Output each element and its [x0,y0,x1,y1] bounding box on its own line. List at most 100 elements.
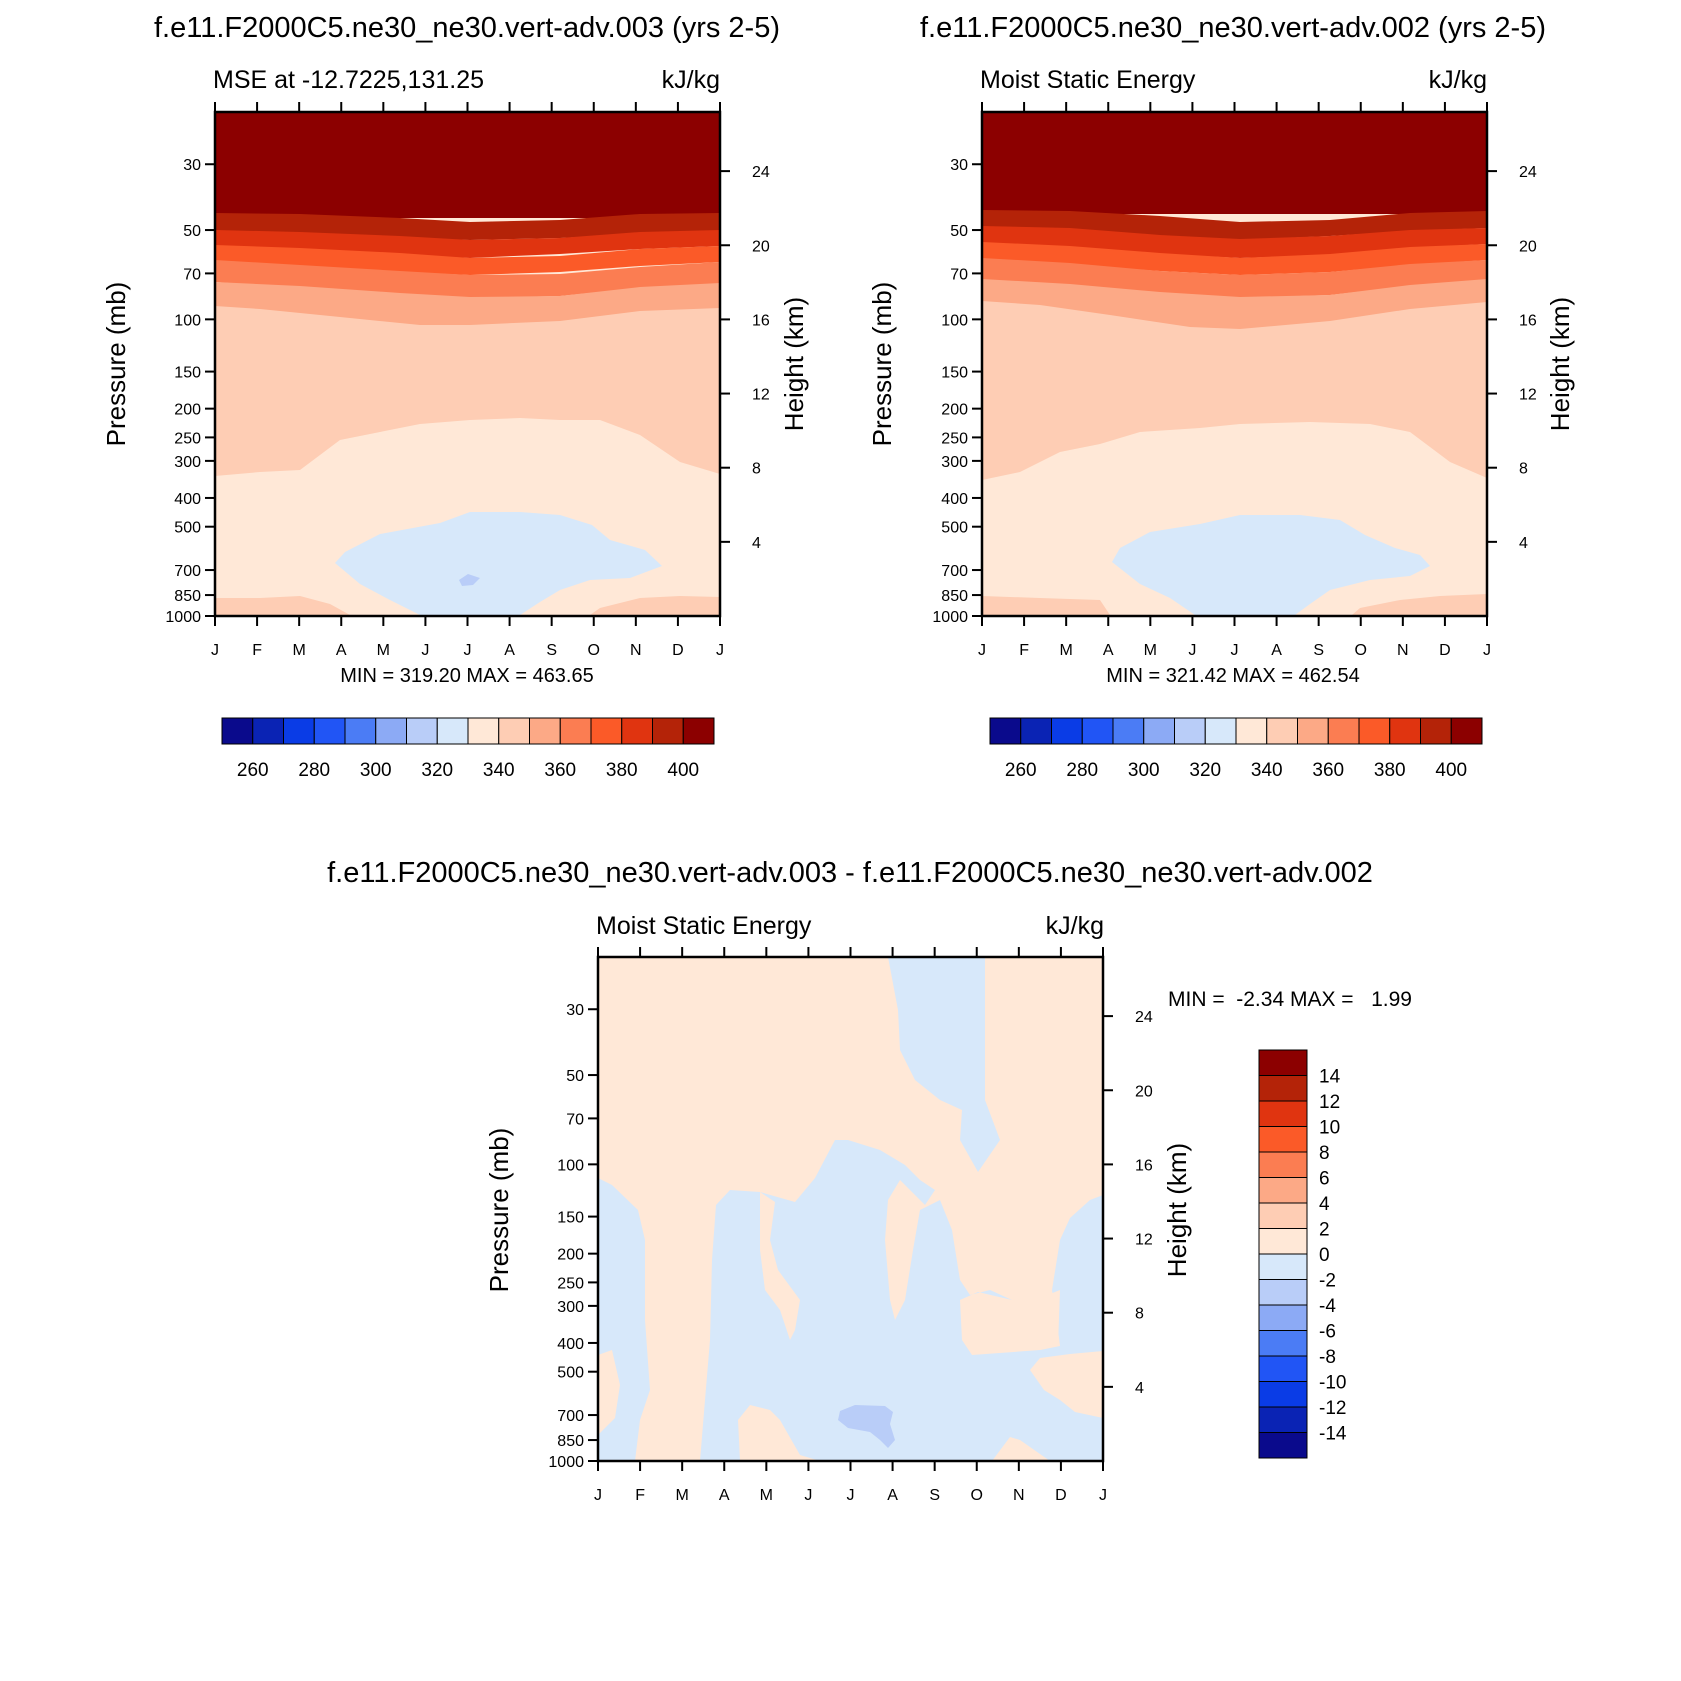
pressure-tick-label: 400 [174,491,201,508]
month-tick-label: O [1355,642,1367,659]
pressure-tick-label: 850 [557,1433,584,1450]
month-tick-label: A [336,642,347,659]
colorbar-label: -10 [1319,1373,1346,1394]
panel-1-title: f.e11.F2000C5.ne30_ne30.vert-adv.003 (yr… [154,12,780,44]
colorbar-label: 2 [1319,1220,1330,1241]
panel-2-pressure-ticks: 30 50 70 100 150 200 250 300 400 500 700 850 1000 [932,157,982,626]
month-tick-label: F [1019,642,1029,659]
month-tick-label: S [929,1487,940,1504]
panel-2-plot-area [980,110,1489,618]
colorbar-label: 360 [544,760,576,781]
colorbar-swatch [1258,1330,1308,1357]
pressure-tick-label: 50 [950,223,968,240]
pressure-tick-label: 850 [174,588,201,605]
month-tick-label: O [971,1487,983,1504]
month-tick-label: J [1188,642,1196,659]
pressure-tick-label: 850 [941,588,968,605]
colorbar-swatch [529,717,561,745]
pressure-tick-label: 250 [174,430,201,447]
colorbar-label: 380 [1374,760,1406,781]
height-tick-label: 20 [752,238,770,255]
height-tick-label: 16 [1519,312,1537,329]
colorbar-swatch [1258,1279,1308,1306]
month-tick-label: J [978,642,986,659]
colorbar-swatch [1358,717,1391,745]
colorbar-swatch [1258,1126,1308,1153]
pressure-tick-label: 200 [941,402,968,419]
panel-3-left-label: Moist Static Energy [596,912,812,940]
colorbar-label: -2 [1319,1271,1336,1292]
colorbar-swatch [1420,717,1452,745]
pressure-tick-label: 1000 [548,1454,584,1471]
height-tick-label: 24 [752,164,770,181]
colorbar-swatch [1204,717,1237,745]
height-tick-label: 12 [752,387,770,404]
panel-3-stats: MIN = -2.34 MAX = 1.99 [1168,988,1412,1011]
colorbar-label: 260 [1005,760,1037,781]
panel-2-units: kJ/kg [1429,66,1487,94]
height-tick-label: 4 [752,535,761,552]
colorbar-label: -14 [1319,1424,1347,1445]
colorbar-label: 400 [667,760,699,781]
colorbar-label: -12 [1319,1398,1346,1419]
panel-3-units: kJ/kg [1046,912,1104,940]
month-tick-label: J [464,642,472,659]
colorbar-swatch [313,717,346,745]
month-tick-label: J [421,642,429,659]
height-tick-label: 20 [1519,238,1537,255]
panel-2-title: f.e11.F2000C5.ne30_ne30.vert-adv.002 (yr… [920,12,1546,44]
colorbar-swatch [1389,717,1421,745]
month-tick-label: A [887,1487,898,1504]
colorbar-swatch [1297,717,1329,745]
panel-1: f.e11.F2000C5.ne30_ne30.vert-adv.003 (yr… [101,12,809,781]
colorbar-label: 280 [298,760,330,781]
panel-3: f.e11.F2000C5.ne30_ne30.vert-adv.003 - f… [327,857,1412,1504]
month-tick-label: F [635,1487,645,1504]
height-tick-label: 8 [1519,461,1528,478]
colorbar-swatch [590,717,623,745]
height-tick-label: 24 [1135,1009,1153,1026]
p1-fill-320 [335,512,662,615]
month-tick-label: A [1271,642,1282,659]
colorbar-swatch [221,717,254,745]
colorbar-swatch [436,717,469,745]
month-tick-label: N [630,642,642,659]
colorbar-label: 300 [1128,760,1160,781]
pressure-tick-label: 300 [174,454,201,471]
colorbar-swatch [1258,1406,1308,1433]
pressure-tick-label: 100 [557,1157,584,1174]
month-tick-label: D [1439,642,1451,659]
colorbar-swatch [1258,1202,1308,1229]
month-tick-label: O [588,642,600,659]
colorbar-swatch [682,717,715,745]
colorbar-swatch [559,717,592,745]
colorbar-swatch [1258,1432,1308,1459]
p3-neg-left [598,1178,650,1461]
month-tick-label: J [847,1487,855,1504]
panel-1-stats: MIN = 319.20 MAX = 463.65 [340,665,594,687]
panel-1-units: kJ/kg [662,66,720,94]
p1-fill-low-right [590,596,720,615]
colorbar-label: 260 [237,760,269,781]
pressure-tick-label: 30 [566,1002,584,1019]
month-tick-label: J [804,1487,812,1504]
colorbar-label: -4 [1319,1296,1336,1317]
pressure-tick-label: 70 [566,1111,584,1128]
colorbar-swatch [1258,1151,1308,1178]
pressure-tick-label: 250 [557,1275,584,1292]
colorbar-swatch [1258,1304,1308,1331]
height-tick-label: 8 [752,461,761,478]
colorbar-swatch [1258,1381,1308,1408]
colorbar-swatch [1258,1100,1308,1127]
p3-pos-island-1 [760,1192,800,1340]
height-tick-label: 16 [752,312,770,329]
colorbar-swatch [1235,717,1268,745]
panel-1-y2-label: Height (km) [779,297,809,431]
height-tick-label: 24 [1519,164,1537,181]
pressure-tick-label: 50 [566,1068,584,1085]
colorbar-swatch [1258,1075,1308,1102]
panel-3-plot-area [596,955,1105,1463]
p2-fill-low-right [1352,594,1487,615]
pressure-tick-label: 700 [941,563,968,580]
